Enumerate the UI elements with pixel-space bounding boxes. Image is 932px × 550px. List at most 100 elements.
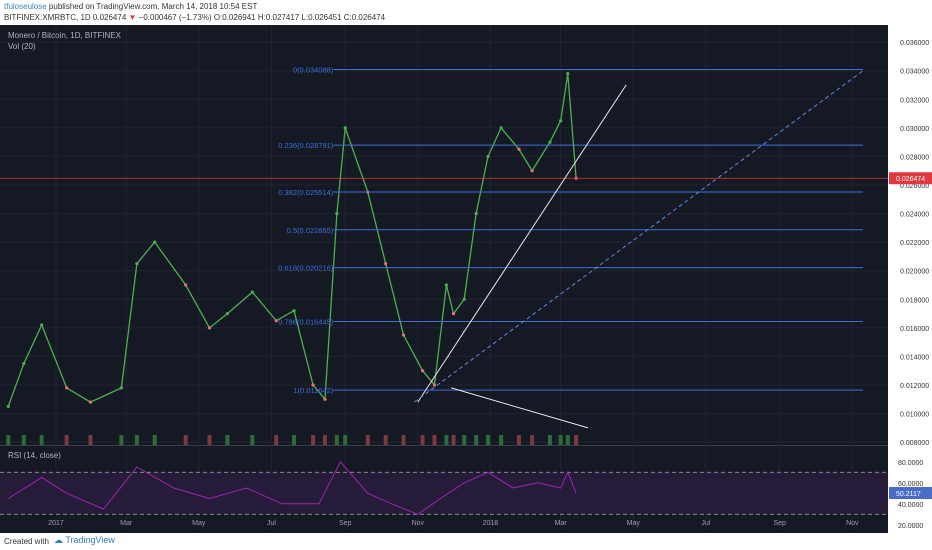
tradingview-brand-link[interactable]: ☁ TradingView xyxy=(54,535,115,546)
volume-bar xyxy=(451,435,456,445)
cloud-logo-icon: ☁ xyxy=(54,535,63,545)
price-point xyxy=(462,297,466,301)
volume-bar xyxy=(119,435,124,445)
last-price-label: 0.026474 xyxy=(896,176,925,183)
x-tick-label: 2017 xyxy=(48,520,64,527)
price-point xyxy=(40,323,44,327)
volume-bar xyxy=(39,435,44,445)
price-point xyxy=(184,283,188,287)
volume-bar xyxy=(565,435,570,445)
rsi-tick-label: 60.0000 xyxy=(898,481,923,488)
y-tick-label: 0.020000 xyxy=(900,269,929,276)
price-point xyxy=(420,369,425,373)
y-tick-label: 0.012000 xyxy=(900,383,929,390)
chart-header: tfuloseulose published on TradingView.co… xyxy=(0,0,932,24)
y-tick-label: 0.008000 xyxy=(900,440,929,447)
price-point xyxy=(384,261,388,266)
price-point xyxy=(88,400,93,404)
price-point xyxy=(274,319,278,323)
price-point xyxy=(566,71,570,76)
price-point xyxy=(250,290,254,294)
price-point xyxy=(559,119,563,123)
volume-bar xyxy=(311,435,316,445)
volume-bar xyxy=(558,435,563,445)
volume-bar xyxy=(64,435,69,445)
x-tick-label: Sep xyxy=(773,520,786,527)
volume-bar xyxy=(499,435,504,445)
volume-bar xyxy=(322,435,327,445)
fib-level-label: 0.236(0.028791) xyxy=(278,141,334,150)
volume-label: Vol (20) xyxy=(8,42,36,51)
price-point xyxy=(6,404,10,409)
y-tick-label: 0.032000 xyxy=(900,97,929,104)
rsi-tick-label: 80.0000 xyxy=(898,460,923,467)
chart-footer: Created with ☁ TradingView xyxy=(0,533,932,550)
y-tick-label: 0.016000 xyxy=(900,326,929,333)
rsi-value-label: 50.2117 xyxy=(896,491,921,498)
chart-title: Monero / Bitcoin, 1D, BITFINEX xyxy=(8,31,122,40)
volume-bar xyxy=(134,435,139,445)
price-point xyxy=(323,397,327,401)
price-point xyxy=(548,140,552,144)
volume-bar xyxy=(152,435,157,445)
x-tick-label: 2018 xyxy=(483,520,499,527)
y-tick-label: 0.026000 xyxy=(900,183,929,190)
brand-name: TradingView xyxy=(65,535,115,545)
volume-bar xyxy=(292,435,297,445)
volume-bar xyxy=(334,435,339,445)
volume-bar xyxy=(383,435,388,445)
volume-bar xyxy=(547,435,552,445)
price-point xyxy=(474,211,478,216)
ohlc-values: −0.000467 (−1.73%) O:0.026941 H:0.027417… xyxy=(136,13,386,22)
trendlines[interactable] xyxy=(413,70,864,429)
y-tick-label: 0.010000 xyxy=(900,412,929,419)
x-tick-label: May xyxy=(627,520,641,527)
volume-bar xyxy=(183,435,188,445)
price-chart[interactable]: 0(0.034088) 0.236(0.028791) 0.382(0.025514… xyxy=(0,25,932,533)
symbol-ohlc-line: BITFINEX:XMRBTC, 1D 0.026474 ▼ −0.000467… xyxy=(4,13,385,22)
x-tick-label: Nov xyxy=(846,520,859,527)
trendline-volume-resistance xyxy=(451,387,589,429)
price-point xyxy=(432,383,437,387)
fibonacci-retracement[interactable]: 0(0.034088) 0.236(0.028791) 0.382(0.025514… xyxy=(278,65,864,395)
last-price-badge xyxy=(889,172,932,185)
price-point xyxy=(119,386,124,390)
price-point xyxy=(530,169,534,173)
x-tick-label: Nov xyxy=(412,520,425,527)
y-tick-label: 0.014000 xyxy=(900,354,929,361)
price-point xyxy=(135,261,139,266)
price-point xyxy=(292,309,296,313)
fib-level-label: 0.618(0.020216) xyxy=(278,264,334,273)
fib-level-label: 1(0.011642) xyxy=(293,386,333,395)
fib-level-label: 0.5(0.022865) xyxy=(287,226,334,235)
price-point xyxy=(225,311,229,316)
price-point xyxy=(65,386,69,390)
y-tick-label: 0.028000 xyxy=(900,154,929,161)
y-tick-label: 0.022000 xyxy=(900,240,929,247)
volume-bar xyxy=(343,435,348,445)
volume-bar xyxy=(530,435,535,445)
x-tick-label: Jul xyxy=(701,520,710,527)
author-link[interactable]: tfuloseulose xyxy=(4,2,47,11)
price-point xyxy=(486,154,490,159)
price-point xyxy=(22,361,26,366)
volume-bar xyxy=(574,435,579,445)
price-point xyxy=(153,240,157,244)
volume-bar xyxy=(21,435,26,445)
x-tick-label: May xyxy=(192,520,206,527)
price-point xyxy=(517,147,521,151)
symbol-info: BITFINEX:XMRBTC, 1D 0.026474 xyxy=(4,13,129,22)
volume-bar xyxy=(274,435,279,445)
created-with-text: Created with xyxy=(4,537,49,546)
y-tick-label: 0.024000 xyxy=(900,212,929,219)
grid-lines xyxy=(0,25,888,530)
y-tick-label: 0.036000 xyxy=(900,40,929,47)
price-point xyxy=(311,383,315,387)
x-tick-label: Mar xyxy=(120,520,133,527)
volume-bar xyxy=(250,435,255,445)
volume-bar xyxy=(207,435,212,445)
trendline-support xyxy=(417,84,627,403)
fib-level-label: 0.786(0.016445) xyxy=(278,318,334,327)
price-axis-background[interactable] xyxy=(888,25,932,533)
x-tick-label: Mar xyxy=(555,520,568,527)
